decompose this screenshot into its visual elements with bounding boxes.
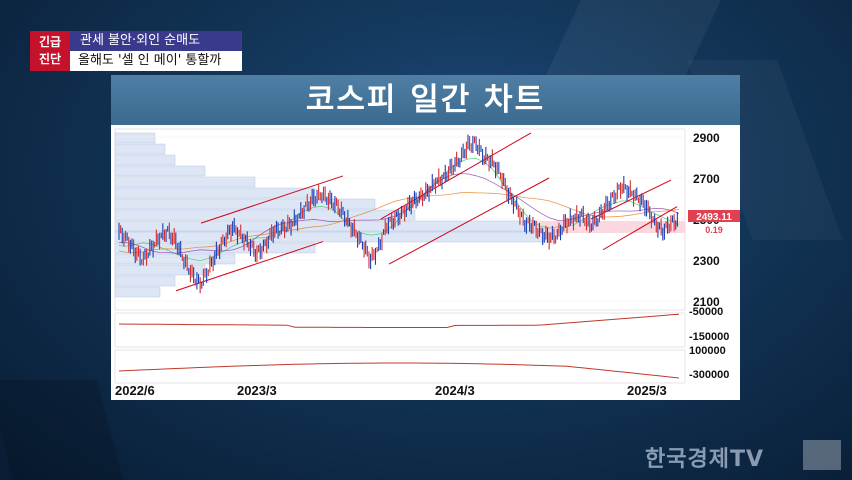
y-tick-label: 2900 xyxy=(693,131,720,145)
indicator-panes xyxy=(114,312,686,384)
volume-profile-bar xyxy=(114,220,536,232)
volume-profile-bar xyxy=(114,209,416,221)
trend-line-lower xyxy=(388,177,550,265)
moving-average-line xyxy=(118,157,680,262)
badge-line1: 긴급 xyxy=(38,35,62,49)
chart-panel: 코스피 일간 차트 29002700250023002100 -50000-15… xyxy=(111,75,740,400)
price-tag-change: 0.19 xyxy=(705,225,723,235)
volume-profile xyxy=(114,132,556,298)
volume-profile-bar xyxy=(114,165,206,177)
indicator-line-2 xyxy=(118,362,680,379)
x-tick-label: 2022/6 xyxy=(115,383,155,398)
indicator-tick-label: -150000 xyxy=(689,331,729,343)
indicator-pane-1 xyxy=(114,312,686,348)
caption-subheadline: 올해도 '셀 인 메이' 통할까 xyxy=(70,51,242,71)
y-tick-label: 2700 xyxy=(693,172,720,186)
broadcaster-logo: 한국경제TV xyxy=(645,447,764,472)
trend-line-upper xyxy=(200,175,344,224)
plot-area xyxy=(114,128,686,311)
indicator-pane-2 xyxy=(114,349,686,384)
indicator-tick-label: -300000 xyxy=(689,369,729,381)
kospi-chart: 29002700250023002100 -50000-150000100000… xyxy=(114,128,740,398)
indicator-tick-label: -50000 xyxy=(689,306,723,318)
x-tick-label: 2024/3 xyxy=(435,383,475,398)
x-axis: 2022/6 2023/3 2024/3 2025/3 xyxy=(115,383,667,398)
urgent-badge: 긴급 진단 xyxy=(30,31,70,71)
indicator-tick-label: 100000 xyxy=(689,345,726,357)
indicator-line-1 xyxy=(118,313,680,328)
chart-title: 코스피 일간 차트 xyxy=(111,75,740,125)
moving-average-line xyxy=(118,173,680,254)
y-axis: 29002700250023002100 xyxy=(693,131,720,309)
x-tick-label: 2023/3 xyxy=(237,383,277,398)
moving-average-line xyxy=(118,191,680,254)
trend-line-upper xyxy=(380,132,532,220)
trend-line-lower xyxy=(602,206,678,251)
volume-profile-bar xyxy=(114,143,166,155)
volume-profile-bar xyxy=(114,275,176,287)
volume-profile-bar xyxy=(114,253,236,265)
volume-profile-bar xyxy=(114,231,556,243)
logo-mark xyxy=(803,440,841,470)
volume-profile-bar xyxy=(114,286,161,298)
indicator-axis: -50000 -150000 100000 -300000 xyxy=(689,306,729,381)
volume-profile-bar xyxy=(114,154,176,166)
moving-average-lines xyxy=(118,157,680,262)
candle-series xyxy=(118,134,678,294)
badge-line2: 진단 xyxy=(38,52,62,66)
volume-profile-bar xyxy=(114,176,256,188)
price-tag-value: 2493.11 xyxy=(696,212,732,223)
background-shape xyxy=(0,380,124,480)
caption-headline: 관세 불안·외인 순매도 xyxy=(70,31,242,51)
volume-profile-bar xyxy=(114,187,316,199)
price-tag: 2493.11 0.19 xyxy=(688,210,740,235)
y-tick-label: 2300 xyxy=(693,254,720,268)
y-tick-label: 2100 xyxy=(693,295,720,309)
x-tick-label: 2025/3 xyxy=(627,383,667,398)
price-tag-bg xyxy=(688,210,740,222)
volume-profile-bar xyxy=(114,132,156,144)
